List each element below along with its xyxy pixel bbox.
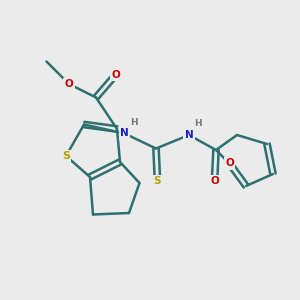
Text: S: S [62,151,70,161]
Text: N: N [120,128,129,139]
Text: O: O [64,79,74,89]
Text: H: H [194,119,202,128]
Text: S: S [154,176,161,187]
Text: N: N [184,130,194,140]
Text: O: O [225,158,234,169]
Text: O: O [210,176,219,187]
Text: H: H [130,118,137,127]
Text: O: O [111,70,120,80]
